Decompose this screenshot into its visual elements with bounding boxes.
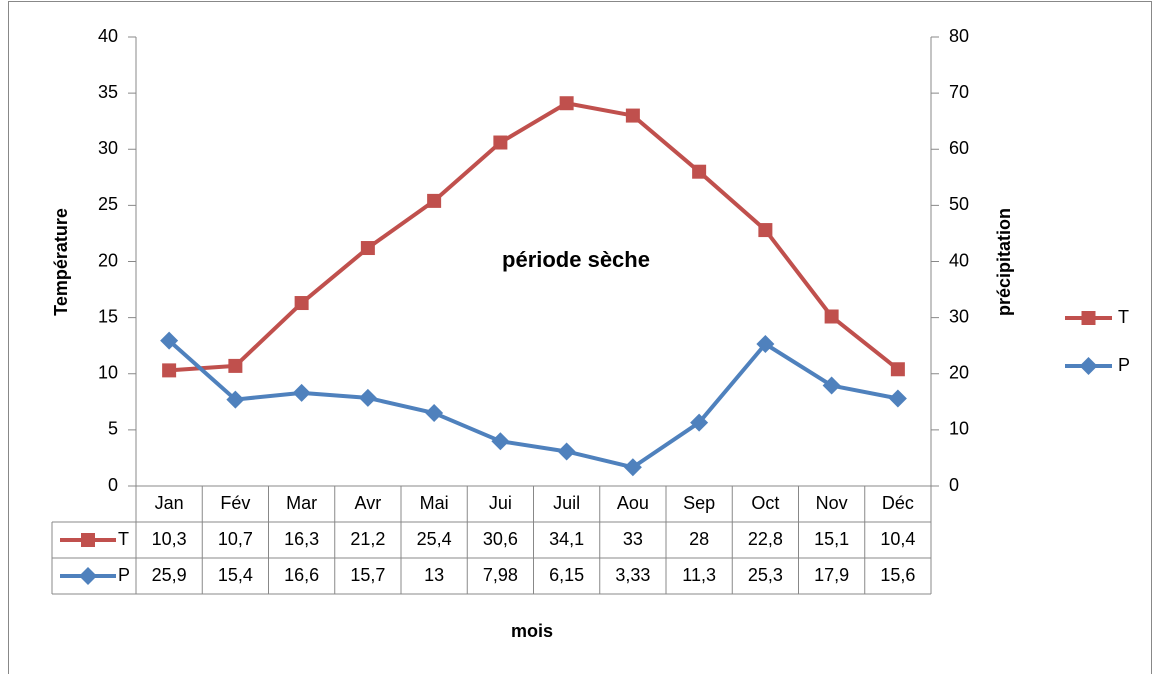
y2-tick-label: 20: [949, 363, 969, 383]
x-tick-label: Avr: [355, 493, 382, 513]
marker: [294, 296, 309, 311]
legend-marker: [81, 533, 95, 547]
y-tick-label: 0: [108, 475, 118, 495]
table-value: 22,8: [748, 529, 783, 549]
series-line: [168, 101, 900, 373]
y2-tick-label: 10: [949, 419, 969, 439]
marker: [493, 135, 508, 150]
annotation: période sèche: [502, 247, 650, 272]
legend-label: P: [1118, 355, 1130, 375]
marker: [292, 383, 311, 402]
marker: [690, 413, 709, 432]
marker: [824, 309, 839, 324]
table-value: 25,4: [417, 529, 452, 549]
x-tick-label: Aou: [617, 493, 649, 513]
y-tick-label: 35: [98, 82, 118, 102]
table-value: 15,6: [880, 565, 915, 585]
marker: [360, 241, 375, 256]
marker: [559, 96, 574, 111]
table-value: 10,3: [152, 529, 187, 549]
table-value: 21,2: [350, 529, 385, 549]
table-series-label: P: [118, 565, 130, 585]
x-tick-label: Jan: [155, 493, 184, 513]
table-value: 15,7: [350, 565, 385, 585]
x-tick-label: Mai: [420, 493, 449, 513]
marker: [226, 390, 245, 409]
table-value: 16,6: [284, 565, 319, 585]
marker: [692, 164, 707, 179]
legend-label: T: [1118, 307, 1129, 327]
table-value: 16,3: [284, 529, 319, 549]
table-value: 25,3: [748, 565, 783, 585]
marker: [625, 108, 640, 123]
y-tick-label: 15: [98, 306, 118, 326]
legend-marker: [1079, 357, 1098, 375]
x-tick-label: Juil: [553, 493, 580, 513]
marker: [228, 358, 243, 373]
table-value: 3,33: [615, 565, 650, 585]
marker: [756, 335, 775, 354]
table-value: 15,1: [814, 529, 849, 549]
marker: [888, 389, 907, 408]
table-value: 15,4: [218, 565, 253, 585]
table-value: 17,9: [814, 565, 849, 585]
marker: [358, 388, 377, 407]
table-value: 6,15: [549, 565, 584, 585]
y2-tick-label: 50: [949, 194, 969, 214]
x-tick-label: Jui: [489, 493, 512, 513]
table-value: 7,98: [483, 565, 518, 585]
y2-tick-label: 0: [949, 475, 959, 495]
y2-tick-label: 80: [949, 26, 969, 46]
y2-tick-label: 30: [949, 306, 969, 326]
y-tick-label: 25: [98, 194, 118, 214]
table-series-label: T: [118, 529, 129, 549]
y-tick-label: 20: [98, 250, 118, 270]
y2-tick-label: 40: [949, 250, 969, 270]
y2-tick-label: 70: [949, 82, 969, 102]
marker: [427, 193, 442, 208]
table-value: 30,6: [483, 529, 518, 549]
x-tick-label: Déc: [882, 493, 914, 513]
y-tick-label: 10: [98, 363, 118, 383]
marker: [491, 432, 510, 451]
marker: [822, 376, 841, 395]
table-value: 10,4: [880, 529, 915, 549]
marker: [623, 458, 642, 477]
y-axis-title: Température: [51, 208, 71, 316]
x-tick-label: Oct: [751, 493, 779, 513]
chart-frame: [8, 1, 1152, 679]
y-tick-label: 40: [98, 26, 118, 46]
table-value: 10,7: [218, 529, 253, 549]
x-tick-label: Sep: [683, 493, 715, 513]
table-value: 25,9: [152, 565, 187, 585]
marker: [557, 442, 576, 461]
legend-marker: [1081, 311, 1096, 325]
marker: [425, 404, 444, 423]
marker: [890, 362, 905, 377]
y2-axis-title: précipitation: [994, 208, 1014, 316]
table-value: 13: [424, 565, 444, 585]
y2-tick-label: 60: [949, 138, 969, 158]
y-tick-label: 5: [108, 419, 118, 439]
y-tick-label: 30: [98, 138, 118, 158]
table-value: 33: [623, 529, 643, 549]
table-value: 28: [689, 529, 709, 549]
x-tick-label: Fév: [220, 493, 250, 513]
legend-marker: [79, 567, 97, 585]
x-tick-label: Nov: [816, 493, 848, 513]
series-line: [167, 339, 899, 470]
table-value: 11,3: [682, 565, 716, 585]
marker: [758, 223, 773, 238]
x-tick-label: Mar: [286, 493, 317, 513]
marker: [160, 331, 179, 350]
marker: [162, 363, 177, 378]
table-value: 34,1: [549, 529, 584, 549]
x-axis-title: mois: [511, 621, 553, 641]
